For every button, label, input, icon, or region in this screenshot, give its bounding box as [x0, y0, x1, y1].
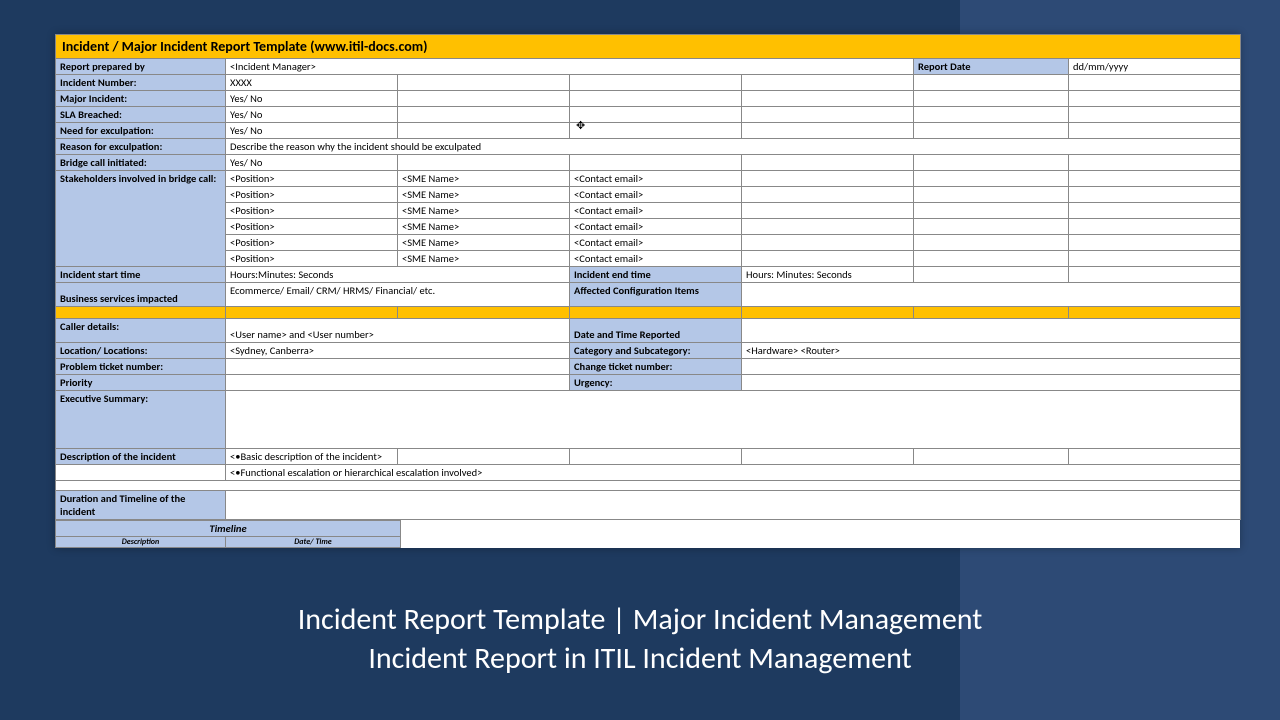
row-start-time: Incident start time Hours:Minutes: Secon… [56, 267, 1241, 283]
row-stakeholder-2: <Position><SME Name><Contact email> [56, 187, 1241, 203]
value-need-exculpation[interactable]: Yes/ No [226, 123, 398, 139]
spreadsheet-template: Incident / Major Incident Report Templat… [55, 34, 1240, 548]
value-sme[interactable]: <SME Name> [398, 171, 570, 187]
value-caller[interactable]: <User name> and <User number> [226, 319, 570, 343]
row-sla-breached: SLA Breached: Yes/ No [56, 107, 1241, 123]
row-priority: Priority Urgency: [56, 375, 1241, 391]
value-sla[interactable]: Yes/ No [226, 107, 398, 123]
separator-row [56, 307, 1241, 319]
row-description-1: Description of the incident <•Basic desc… [56, 449, 1241, 465]
label-incident-number: Incident Number: [56, 75, 226, 91]
label-timeline: Timeline [56, 521, 401, 537]
caption-line-2: Incident Report in ITIL Incident Managem… [0, 639, 1280, 678]
value-end-time[interactable]: Hours: Minutes: Seconds [742, 267, 914, 283]
label-caller: Caller details: [56, 319, 226, 343]
value-business-services[interactable]: Ecommerce/ Email/ CRM/ HRMS/ Financial/ … [226, 283, 570, 307]
value-reason-exculpation[interactable]: Describe the reason why the incident sho… [226, 139, 1241, 155]
label-date-col: Date/ Time [226, 537, 401, 548]
value-desc-basic[interactable]: <•Basic description of the incident> [226, 449, 398, 465]
value-bridge-call[interactable]: Yes/ No [226, 155, 398, 171]
row-description-2: <•Functional escalation or hierarchical … [56, 465, 1241, 481]
label-urgency: Urgency: [570, 375, 742, 391]
label-affected-ci: Affected Configuration Items [570, 283, 742, 307]
label-problem-ticket: Problem ticket number: [56, 359, 226, 375]
label-duration: Duration and Timeline of the incident [56, 491, 226, 520]
value-category[interactable]: <Hardware> <Router> [742, 343, 1241, 359]
label-category: Category and Subcategory: [570, 343, 742, 359]
label-reason-exculpation: Reason for exculpation: [56, 139, 226, 155]
row-locations: Location/ Locations: <Sydney, Canberra> … [56, 343, 1241, 359]
label-need-exculpation: Need for exculpation: [56, 123, 226, 139]
row-duration: Duration and Timeline of the incident [56, 491, 1241, 520]
row-need-exculpation: Need for exculpation: Yes/ No [56, 123, 1241, 139]
label-prepared-by: Report prepared by [56, 59, 226, 75]
row-stakeholder-1: Stakeholders involved in bridge call: <P… [56, 171, 1241, 187]
row-stakeholder-6: <Position><SME Name><Contact email> [56, 251, 1241, 267]
timeline-table: Timeline Description Date/ Time [55, 520, 401, 548]
label-change-ticket: Change ticket number: [570, 359, 742, 375]
row-caller-details: Caller details: <User name> and <User nu… [56, 319, 1241, 343]
label-priority: Priority [56, 375, 226, 391]
label-end-time: Incident end time [570, 267, 742, 283]
label-major-incident: Major Incident: [56, 91, 226, 107]
title-row: Incident / Major Incident Report Templat… [56, 35, 1241, 59]
row-exec-summary: Executive Summary: [56, 391, 1241, 449]
row-reason-exculpation: Reason for exculpation: Describe the rea… [56, 139, 1241, 155]
row-incident-number: Incident Number: XXXX [56, 75, 1241, 91]
label-sla: SLA Breached: [56, 107, 226, 123]
row-prepared-by: Report prepared by <Incident Manager> Re… [56, 59, 1241, 75]
template-title: Incident / Major Incident Report Templat… [56, 35, 1241, 59]
value-desc-escalation[interactable]: <•Functional escalation or hierarchical … [226, 465, 1241, 481]
slide-caption: Incident Report Template | Major Inciden… [0, 600, 1280, 678]
incident-table: Incident / Major Incident Report Templat… [55, 34, 1241, 520]
row-stakeholder-3: <Position><SME Name><Contact email> [56, 203, 1241, 219]
label-business-services: Business services impacted [56, 283, 226, 307]
value-prepared-by[interactable]: <Incident Manager> [226, 59, 914, 75]
value-locations[interactable]: <Sydney, Canberra> [226, 343, 570, 359]
label-report-date: Report Date [914, 59, 1069, 75]
label-stakeholders: Stakeholders involved in bridge call: [56, 171, 226, 267]
label-date-reported: Date and Time Reported [570, 319, 742, 343]
row-major-incident: Major Incident: Yes/ No [56, 91, 1241, 107]
row-blank [56, 481, 1241, 491]
value-position[interactable]: <Position> [226, 171, 398, 187]
caption-line-1: Incident Report Template | Major Inciden… [0, 600, 1280, 639]
label-bridge-call: Bridge call initiated: [56, 155, 226, 171]
value-major-incident[interactable]: Yes/ No [226, 91, 398, 107]
label-locations: Location/ Locations: [56, 343, 226, 359]
value-incident-number[interactable]: XXXX [226, 75, 398, 91]
label-start-time: Incident start time [56, 267, 226, 283]
value-report-date[interactable]: dd/mm/yyyy [1069, 59, 1241, 75]
row-business-services: Business services impacted Ecommerce/ Em… [56, 283, 1241, 307]
value-email[interactable]: <Contact email> [570, 171, 742, 187]
label-exec-summary: Executive Summary: [56, 391, 226, 449]
label-desc-col: Description [56, 537, 226, 548]
row-stakeholder-5: <Position><SME Name><Contact email> [56, 235, 1241, 251]
row-bridge-call: Bridge call initiated: Yes/ No [56, 155, 1241, 171]
row-stakeholder-4: <Position><SME Name><Contact email> [56, 219, 1241, 235]
row-problem-ticket: Problem ticket number: Change ticket num… [56, 359, 1241, 375]
label-description: Description of the incident [56, 449, 226, 465]
value-start-time[interactable]: Hours:Minutes: Seconds [226, 267, 570, 283]
